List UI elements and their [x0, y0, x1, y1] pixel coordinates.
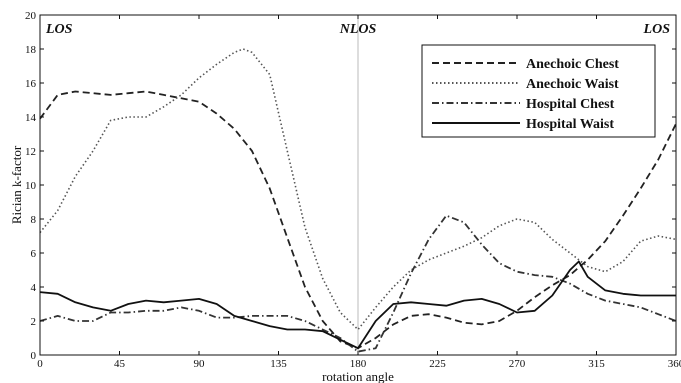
region-label-nlos-1: NLOS — [339, 22, 377, 37]
y-tick-label: 14 — [25, 112, 37, 124]
y-tick-label: 8 — [31, 214, 37, 226]
x-axis-label: rotation angle — [322, 369, 394, 383]
region-label-los-2: LOS — [643, 22, 671, 37]
x-tick-label: 270 — [509, 358, 526, 370]
y-tick-label: 20 — [25, 10, 37, 22]
y-tick-label: 2 — [31, 316, 37, 328]
y-tick-label: 4 — [31, 282, 37, 294]
y-tick-label: 10 — [25, 180, 37, 192]
legend-label: Anechoic Chest — [526, 57, 619, 72]
x-tick-label: 90 — [194, 358, 206, 370]
legend-label: Anechoic Waist — [526, 77, 619, 92]
x-tick-label: 180 — [350, 358, 367, 370]
series-line-hospital-chest — [39, 214, 677, 353]
series-group — [39, 48, 677, 353]
x-tick-label: 0 — [37, 358, 43, 370]
y-tick-label: 6 — [31, 248, 37, 260]
annotation-group: LOS NLOS LOS — [45, 22, 670, 37]
x-tick-label: 135 — [270, 358, 287, 370]
y-tick-label: 16 — [25, 78, 37, 90]
legend: Anechoic Chest Anechoic Waist Hospital Che… — [421, 44, 656, 138]
x-tick-label: 45 — [114, 358, 126, 370]
region-label-los-0: LOS — [45, 22, 73, 37]
legend-entries: Anechoic Chest Anechoic Waist Hospital Che… — [432, 57, 619, 132]
y-tick-label: 12 — [25, 146, 36, 158]
legend-label: Hospital Chest — [526, 97, 615, 112]
series-line-anechoic-waist — [39, 48, 677, 331]
y-axis-label: Rician k-factor — [9, 145, 24, 224]
x-tick-label: 315 — [588, 358, 605, 370]
y-tick-label: 0 — [31, 350, 37, 362]
tick-group: 0 45 90 135 180 225 270 315 360 0 2 4 6 8 10 12 14 16 18 20 — [25, 10, 681, 370]
legend-label: Hospital Waist — [526, 117, 614, 132]
series-line-hospital-waist — [39, 260, 676, 350]
x-tick-label: 360 — [668, 358, 681, 370]
x-tick-label: 225 — [429, 358, 446, 370]
y-tick-label: 18 — [25, 44, 37, 56]
legend-box — [421, 44, 656, 138]
